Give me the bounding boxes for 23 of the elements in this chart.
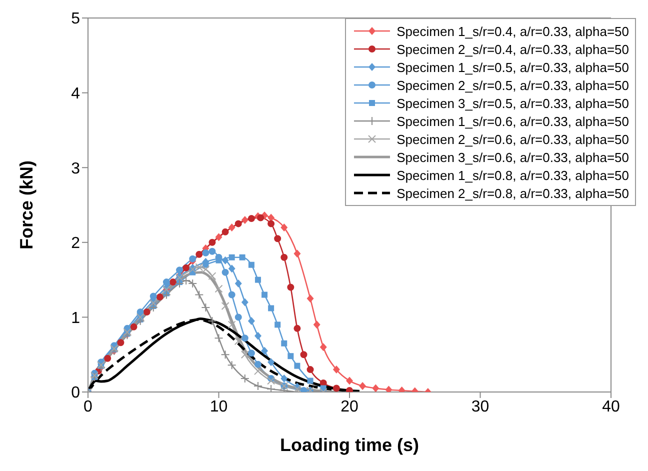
x-tick-label: 20 bbox=[340, 398, 358, 416]
legend-label: Specimen 1_s/r=0.8, a/r=0.33, alpha=50 bbox=[396, 168, 629, 182]
x-axis-title: Loading time (s) bbox=[280, 435, 420, 455]
x-tick-label: 0 bbox=[84, 398, 93, 416]
legend-label: Specimen 1_s/r=0.5, a/r=0.33, alpha=50 bbox=[396, 60, 629, 74]
legend-label: Specimen 2_s/r=0.8, a/r=0.33, alpha=50 bbox=[396, 186, 629, 200]
x-tick-label: 10 bbox=[210, 398, 228, 416]
y-tick-label: 4 bbox=[71, 85, 80, 102]
y-tick-label: 2 bbox=[71, 235, 80, 252]
legend-label: Specimen 3_s/r=0.6, a/r=0.33, alpha=50 bbox=[396, 150, 629, 164]
legend-label: Specimen 2_s/r=0.4, a/r=0.33, alpha=50 bbox=[396, 42, 629, 56]
legend-label: Specimen 2_s/r=0.5, a/r=0.33, alpha=50 bbox=[396, 78, 629, 92]
legend-label: Specimen 1_s/r=0.4, a/r=0.33, alpha=50 bbox=[396, 24, 629, 38]
x-tick-label: 40 bbox=[602, 398, 620, 416]
y-tick-label: 3 bbox=[71, 160, 80, 178]
legend-label: Specimen 2_s/r=0.6, a/r=0.33, alpha=50 bbox=[396, 132, 629, 146]
legend-label: Specimen 3_s/r=0.5, a/r=0.33, alpha=50 bbox=[396, 96, 629, 110]
y-axis-title: Force (kN) bbox=[16, 160, 36, 250]
x-tick-label: 30 bbox=[471, 398, 490, 416]
legend-label: Specimen 1_s/r=0.6, a/r=0.33, alpha=50 bbox=[396, 114, 629, 128]
y-tick-label: 1 bbox=[71, 310, 80, 327]
y-tick-label: 0 bbox=[71, 384, 80, 402]
y-tick-label: 5 bbox=[71, 10, 80, 28]
